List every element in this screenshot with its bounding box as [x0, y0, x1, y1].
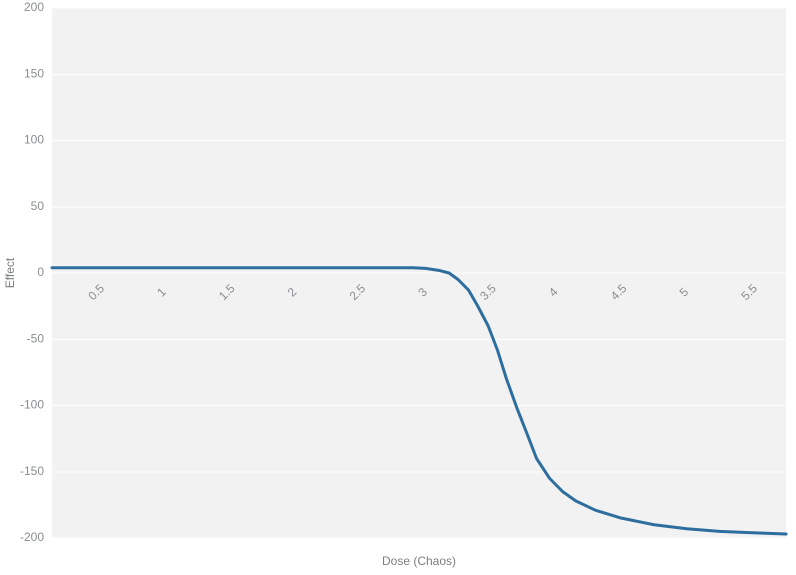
y-tick-label: 0: [37, 265, 44, 279]
chart-container: -200-150-100-500501001502000.511.522.533…: [0, 0, 796, 575]
x-axis-title: Dose (Chaos): [382, 554, 456, 568]
y-tick-label: 200: [24, 0, 44, 14]
y-tick-label: 100: [24, 133, 44, 147]
y-tick-label: -200: [20, 530, 44, 544]
y-tick-label: -100: [20, 398, 44, 412]
y-axis-title: Effect: [3, 257, 17, 288]
y-tick-label: -150: [20, 464, 44, 478]
y-tick-label: 50: [31, 199, 45, 213]
y-tick-label: 150: [24, 66, 44, 80]
y-tick-label: -50: [27, 331, 45, 345]
line-chart: -200-150-100-500501001502000.511.522.533…: [0, 0, 796, 575]
